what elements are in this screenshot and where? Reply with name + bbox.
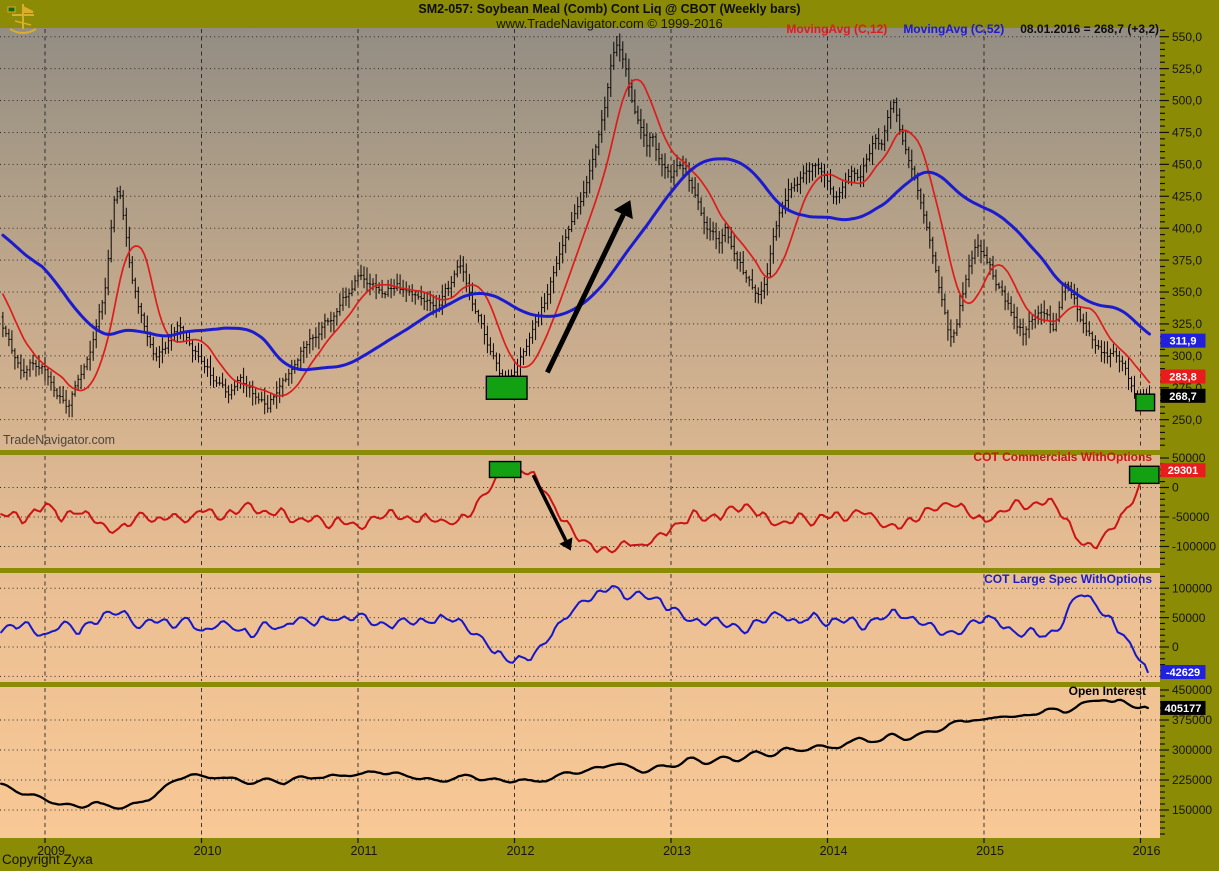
gridlines-cot-large-spec: [0, 574, 1160, 681]
x-axis-label-2016: 2016: [1133, 844, 1161, 858]
y-tick-label: 50000: [1172, 451, 1206, 465]
panel-title-cot-commercials: COT Commercials WithOptions: [973, 450, 1152, 464]
annotation-green-box: [488, 460, 522, 479]
panel-separator[interactable]: [0, 568, 1219, 573]
watermark: TradeNavigator.com: [3, 433, 116, 447]
svg-text:-42629: -42629: [1166, 667, 1200, 679]
price-badge--42629: -42629: [1160, 665, 1206, 680]
annotation-green-box: [485, 375, 528, 400]
y-tick-label: 550,0: [1172, 30, 1202, 44]
x-axis-label-2014: 2014: [820, 844, 848, 858]
y-tick-label: 325,0: [1172, 317, 1202, 331]
series-open-interest: [0, 698, 1149, 810]
y-tick-label: 400,0: [1172, 221, 1202, 235]
svg-text:283,8: 283,8: [1169, 372, 1197, 384]
panel-separator[interactable]: [0, 450, 1219, 455]
y-tick-label: 300,0: [1172, 349, 1202, 363]
price-badge-283,8: 283,8: [1160, 369, 1206, 384]
y-tick-label: 375000: [1172, 713, 1212, 727]
y-tick-label: 450000: [1172, 683, 1212, 697]
indicator-legend: MovingAvg (C,12) MovingAvg (C,52) 08.01.…: [786, 22, 1159, 36]
price-badge-405177: 405177: [1160, 700, 1206, 715]
series-cot-commercials: [0, 465, 1149, 554]
x-axis[interactable]: 2009 2010 2011 2012 2013 2014 2015 2016: [37, 838, 1160, 858]
copyright-label: Copyright Zyxa: [2, 852, 93, 867]
y-axis-price: 550,0 525,0 500,0 475,0 450,0 425,0 400,0 375,0…: [1160, 29, 1206, 446]
x-axis-label-2009: 2009: [37, 844, 65, 858]
gridlines-price: [0, 29, 1160, 449]
y-tick-label: 375,0: [1172, 253, 1202, 267]
legend-ma52[interactable]: MovingAvg (C,52): [903, 22, 1005, 36]
svg-text:29301: 29301: [1168, 465, 1199, 477]
svg-text:268,7: 268,7: [1169, 391, 1197, 403]
x-axis-label-2012: 2012: [507, 844, 535, 858]
svg-text:311,9: 311,9: [1170, 336, 1197, 348]
series-ma12: [2, 78, 1151, 397]
x-axis-label-2015: 2015: [976, 844, 1004, 858]
legend-quote: 08.01.2016 = 268,7 (+3,2): [1020, 22, 1159, 36]
annotation-green-box: [1135, 393, 1156, 412]
y-tick-label: 150000: [1172, 803, 1212, 817]
panel-separator[interactable]: [0, 682, 1219, 687]
annotation-arrow: [545, 200, 633, 374]
y-tick-label: 250,0: [1172, 413, 1202, 427]
annotation-arrow: [531, 474, 573, 551]
price-weekly-bars: [1, 33, 1151, 418]
x-axis-label-2011: 2011: [351, 844, 378, 858]
svg-text:405177: 405177: [1165, 703, 1202, 715]
y-tick-label: 350,0: [1172, 285, 1202, 299]
y-tick-label: 0: [1172, 481, 1179, 495]
y-tick-label: -50000: [1172, 510, 1210, 524]
y-tick-label: 425,0: [1172, 189, 1202, 203]
y-tick-label: 500,0: [1172, 94, 1202, 108]
panel-title-open-interest: Open Interest: [1068, 684, 1146, 698]
y-tick-label: 525,0: [1172, 62, 1202, 76]
x-axis-label-2013: 2013: [663, 844, 691, 858]
x-axis-label-2010: 2010: [194, 844, 222, 858]
y-axis-cot-commercials: 50000 0 -50000 -100000 29301: [1160, 451, 1216, 565]
price-badge-311,9: 311,9: [1160, 333, 1206, 348]
price-badge-268,7: 268,7: [1160, 388, 1206, 403]
y-tick-label: 50000: [1172, 611, 1206, 625]
series-cot-large-spec: [0, 585, 1149, 674]
gridlines-open-interest: [0, 688, 1160, 837]
y-axis-cot-large-spec: 100000 50000 0 -42629: [1160, 575, 1212, 680]
y-tick-label: -100000: [1172, 540, 1216, 554]
y-tick-label: 300000: [1172, 743, 1212, 757]
gridlines-cot-commercials: [0, 456, 1160, 567]
legend-ma12[interactable]: MovingAvg (C,12): [786, 22, 888, 36]
chart-title: SM2-057: Soybean Meal (Comb) Cont Liq @ …: [418, 2, 801, 16]
y-tick-label: 0: [1172, 640, 1179, 654]
plot-background[interactable]: [0, 28, 1160, 838]
price-badge-29301: 29301: [1160, 463, 1206, 478]
y-tick-label: 450,0: [1172, 158, 1202, 172]
y-tick-label: 100000: [1172, 581, 1212, 595]
annotation-green-box: [1128, 465, 1160, 485]
y-tick-label: 225000: [1172, 773, 1212, 787]
y-tick-label: 475,0: [1172, 126, 1202, 140]
panel-title-cot-large-spec: COT Large Spec WithOptions: [984, 572, 1152, 586]
chart-subtitle: www.TradeNavigator.com © 1999-2016: [496, 16, 723, 31]
y-axis-open-interest: 450000 375000 300000 225000 150000 405177: [1160, 683, 1212, 835]
